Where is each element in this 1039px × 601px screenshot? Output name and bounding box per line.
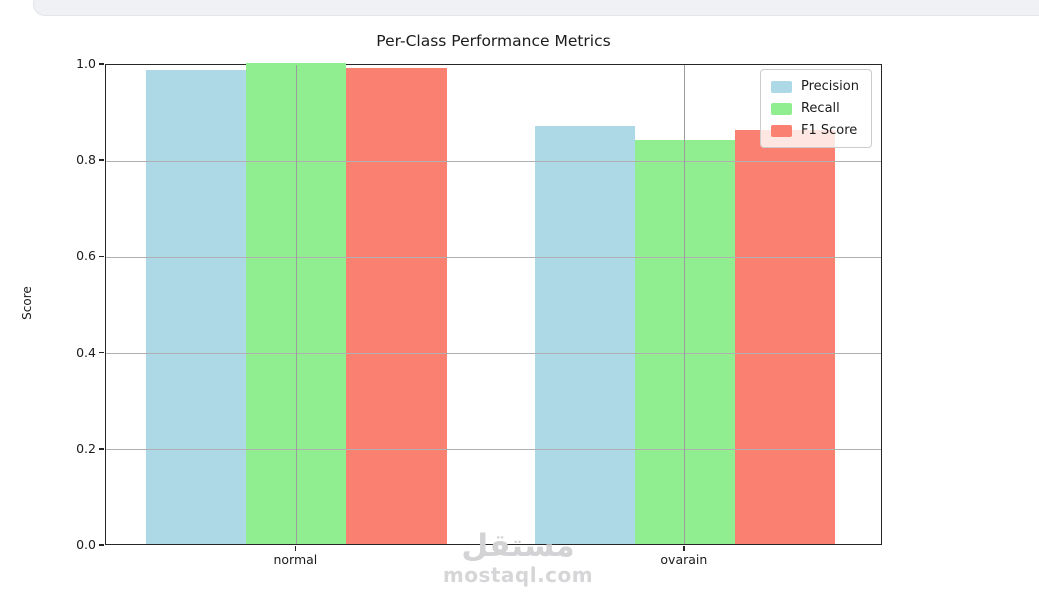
legend-item-precision: Precision [770,79,859,94]
y-tick-mark [99,159,104,161]
h-gridline [106,160,881,162]
legend-item-f1-score: F1 Score [770,123,859,138]
browser-topbar [33,0,1039,16]
y-tick-label: 0.8 [76,152,96,168]
legend-label: Precision [800,79,859,94]
y-tick-mark [99,63,104,65]
y-tick-label: 0.2 [76,440,96,456]
bar-normal-precision [146,70,247,544]
x-tick-label: normal [273,552,318,567]
x-tick-mark [294,546,297,551]
bar-ovarain-precision [534,125,635,544]
y-tick-label: 0.6 [76,248,96,264]
y-tick-mark [99,448,104,450]
y-tick-mark [99,544,104,546]
watermark-domain-text: mostaql.com [442,563,594,587]
v-gridline [295,65,297,544]
h-gridline [106,353,881,355]
bar-normal-f1-score [346,67,447,544]
legend-swatch [770,102,792,115]
legend-swatch [770,80,792,93]
y-axis-label: Score [20,286,34,320]
y-tick-label: 0.0 [76,537,96,552]
y-tick-mark [99,351,104,354]
chart-title: Per-Class Performance Metrics [376,32,611,50]
legend-item-recall: Recall [770,101,859,116]
h-gridline [106,449,881,451]
x-tick-mark [683,546,685,551]
y-tick-label: 1.0 [76,56,96,71]
y-tick-mark [99,255,104,258]
legend-label: F1 Score [800,123,858,138]
legend: Precision Recall F1 Score [759,69,872,148]
v-gridline [684,65,686,544]
plot-area: Precision Recall F1 Score [105,63,882,545]
bar-ovarain-f1-score [734,130,836,544]
x-tick-label: ovarain [660,552,708,567]
legend-label: Recall [800,101,840,116]
legend-swatch [770,124,792,137]
h-gridline [106,256,881,258]
y-tick-label: 0.4 [76,344,96,360]
